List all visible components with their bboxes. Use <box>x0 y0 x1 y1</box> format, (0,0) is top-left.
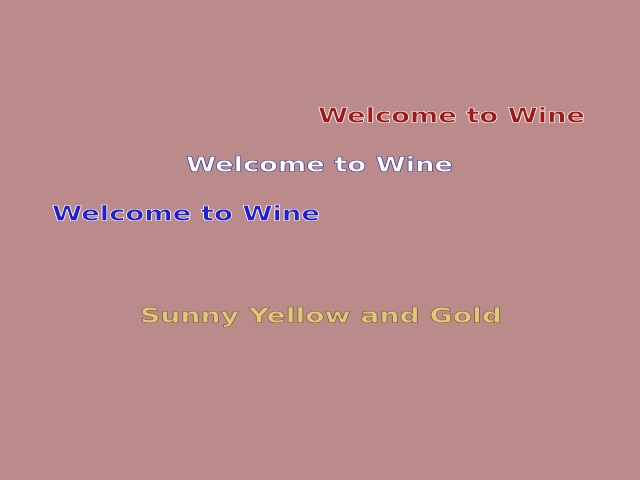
text-line: Welcome to Wine <box>186 153 453 177</box>
text-line: Welcome to Wine <box>52 202 320 226</box>
text-line: Sunny Yellow and Gold <box>140 304 502 328</box>
text-line: Welcome to Wine <box>318 104 585 128</box>
